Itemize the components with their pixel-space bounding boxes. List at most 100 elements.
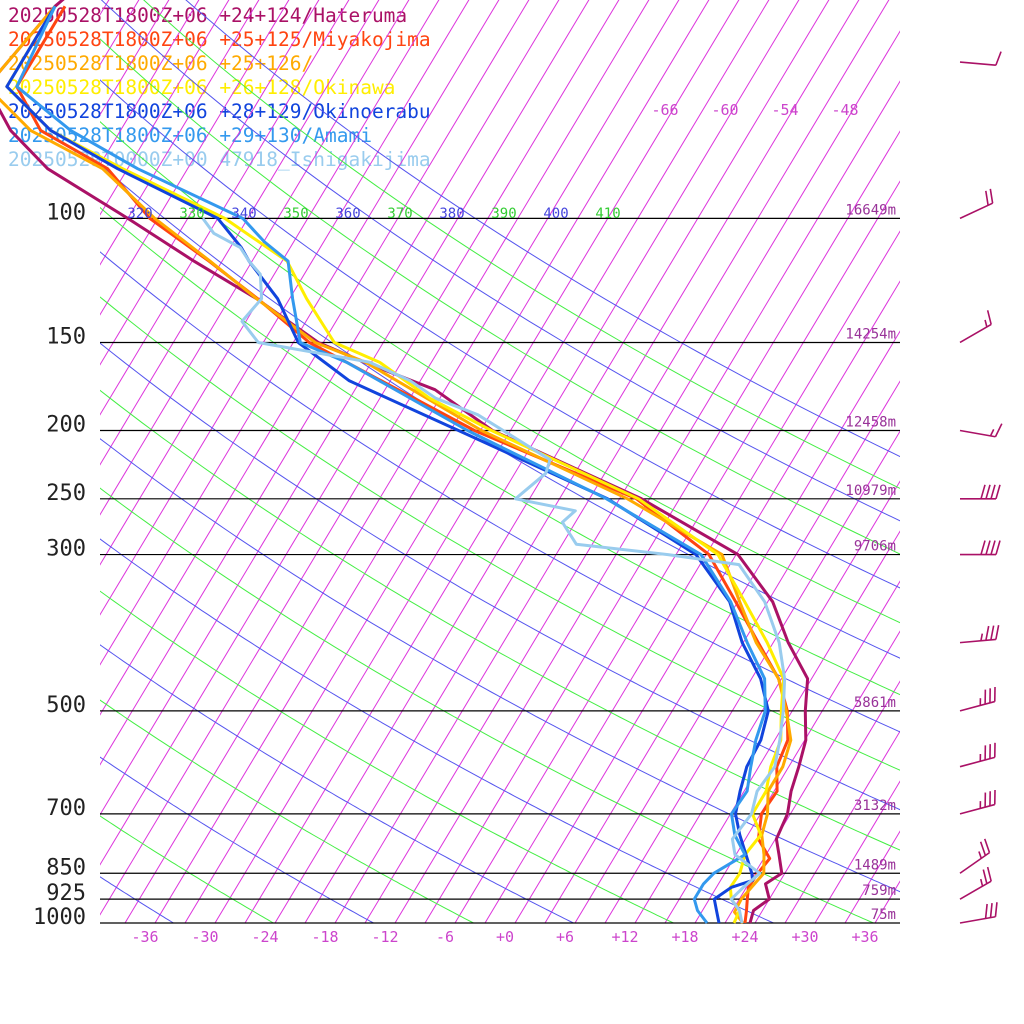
wind-barb — [959, 838, 991, 874]
isotherm — [0, 0, 49, 923]
isotherm — [424, 130, 900, 923]
dry-adiabat — [100, 699, 474, 923]
series-line — [0, 0, 810, 924]
dry-adiabat — [100, 342, 900, 811]
height-label: 759m — [862, 883, 896, 899]
isotherm — [724, 630, 900, 923]
wind-barb — [959, 310, 992, 344]
temperature-tick-label: -18 — [311, 928, 338, 946]
dry-adiabat — [100, 644, 574, 923]
isotherm — [100, 0, 320, 366]
isotherm — [100, 0, 590, 816]
wind-barbs — [959, 51, 1003, 924]
wind-barb — [959, 687, 996, 712]
isotherm — [100, 0, 470, 616]
isotherm — [514, 280, 900, 923]
dry-adiabat — [100, 296, 900, 771]
height-label: 12458m — [845, 415, 896, 431]
isotherm — [574, 380, 900, 923]
temperature-tick-label: -30 — [191, 928, 218, 946]
theta-label: 390 — [491, 206, 516, 222]
temperature-tick-label: +36 — [851, 928, 878, 946]
height-label: 9706m — [854, 539, 896, 555]
background-lines — [0, 0, 1024, 923]
dry-adiabat — [100, 79, 900, 589]
series-line — [5, 5, 770, 924]
height-label: 1489m — [854, 857, 896, 873]
isotherm — [100, 0, 140, 66]
dry-adiabat — [100, 756, 374, 923]
isobars — [100, 217, 900, 924]
isotherm — [664, 530, 900, 923]
wind-barb — [960, 484, 1001, 500]
isotherm — [100, 0, 230, 216]
height-label: 5861m — [854, 695, 896, 711]
height-label: 10979m — [845, 483, 896, 499]
isotherm — [874, 880, 900, 923]
temperature-tick-label: +30 — [791, 928, 818, 946]
isotherm — [844, 830, 900, 923]
pressure-label: 700 — [46, 796, 86, 821]
theta-label: 370 — [387, 206, 412, 222]
isotherm — [100, 0, 410, 516]
upper-temperature-label: -60 — [711, 101, 738, 119]
isotherm — [100, 0, 500, 666]
series-line — [15, 5, 767, 924]
pressure-label: 250 — [46, 481, 86, 506]
wind-barb — [959, 625, 1000, 644]
isotherm — [454, 180, 900, 923]
isotherm — [604, 430, 900, 923]
dry-adiabat — [100, 590, 674, 923]
series-line — [5, 5, 786, 924]
dry-adiabat — [100, 251, 900, 733]
dry-adiabat — [100, 121, 900, 624]
height-label: 75m — [871, 907, 896, 923]
isotherm — [334, 0, 890, 923]
dry-adiabat — [100, 438, 900, 893]
isotherm — [814, 780, 900, 923]
wind-barb — [959, 789, 996, 815]
isotherm — [304, 0, 860, 923]
dry-adiabat — [185, 0, 900, 458]
wind-barb — [959, 423, 1003, 438]
temperature-tick-label: +18 — [671, 928, 698, 946]
temperature-tick-label: -24 — [251, 928, 278, 946]
isotherm — [905, 0, 1024, 923]
wind-barb — [960, 540, 1001, 556]
temperature-tick-label: +12 — [611, 928, 638, 946]
temperature-tick-label: -12 — [371, 928, 398, 946]
pressure-label: 150 — [46, 324, 86, 349]
dry-adiabat — [100, 538, 774, 923]
wind-barb — [959, 188, 994, 220]
pressure-label: 850 — [46, 855, 86, 880]
isotherm — [184, 0, 740, 923]
isotherm — [100, 0, 440, 566]
dry-adiabat — [143, 0, 900, 489]
isotherm — [100, 0, 290, 316]
isotherm — [100, 0, 350, 416]
height-label: 14254m — [845, 326, 896, 342]
wind-barb — [959, 51, 1002, 67]
temperature-tick-label: +24 — [731, 928, 758, 946]
dry-adiabat — [100, 0, 900, 522]
dry-adiabat — [100, 38, 900, 555]
isotherm — [394, 80, 900, 923]
pressure-label: 500 — [46, 693, 86, 718]
isotherm — [544, 330, 900, 923]
axis-labels: 100 16649m 150 14254m 200 12458m 250 10979m 300 9… — [33, 101, 896, 946]
isotherm — [100, 0, 110, 16]
theta-label: 400 — [543, 206, 568, 222]
upper-temperature-label: -66 — [651, 101, 678, 119]
pressure-label: 200 — [46, 413, 86, 438]
height-label: 3132m — [854, 798, 896, 814]
isotherm — [100, 0, 380, 466]
series-line — [201, 217, 787, 924]
theta-label: 330 — [179, 206, 204, 222]
height-label: 16649m — [845, 202, 896, 218]
pressure-label: 925 — [46, 881, 86, 906]
isotherm — [100, 0, 530, 716]
isotherm — [100, 0, 200, 166]
isotherm — [244, 0, 800, 923]
dry-adiabat — [100, 206, 900, 696]
